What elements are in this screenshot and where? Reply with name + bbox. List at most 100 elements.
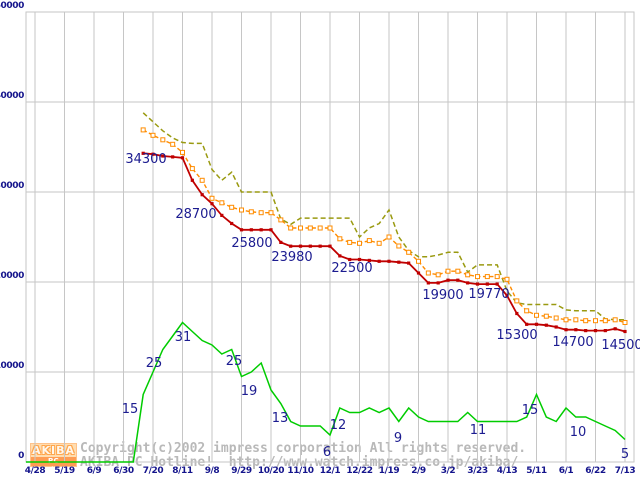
chart-grid: [25, 11, 635, 463]
lowest-price-marker: [623, 329, 627, 334]
average-price-marker: [248, 209, 254, 215]
count-label: 25: [146, 356, 163, 371]
lowest-price-marker: [357, 257, 362, 262]
average-price-marker: [189, 166, 195, 172]
average-price-marker: [288, 225, 294, 231]
price-label: 28700: [175, 207, 216, 222]
price-label: 23980: [271, 250, 312, 265]
x-axis-label: 6/30: [113, 466, 134, 476]
lowest-price-marker: [230, 221, 234, 226]
average-price-marker: [140, 127, 146, 133]
lowest-price-marker: [495, 282, 499, 286]
average-price-marker: [416, 258, 421, 264]
lowest-price-marker: [387, 259, 391, 263]
count-label: 25: [226, 354, 243, 369]
x-axis-label: 3/23: [467, 466, 488, 476]
average-price-marker: [602, 318, 608, 324]
average-price-marker: [435, 272, 441, 278]
lowest-price-marker: [259, 228, 263, 232]
lowest-price-marker: [289, 244, 293, 248]
lowest-price-marker: [141, 151, 145, 155]
lowest-price-marker: [348, 257, 352, 262]
lowest-price-marker: [249, 228, 253, 232]
lowest-price-marker: [613, 327, 617, 331]
average-price-marker: [583, 318, 589, 324]
lowest-price-marker: [466, 281, 470, 285]
average-price-marker: [268, 210, 274, 216]
count-label: 10: [570, 425, 587, 440]
lowest-price-marker: [456, 278, 460, 282]
average-price-marker: [534, 312, 539, 318]
lowest-price-marker: [269, 228, 273, 232]
average-price-marker: [573, 317, 579, 323]
lowest-price-marker: [554, 325, 558, 329]
average-price-marker: [543, 313, 549, 319]
count-label: 5: [621, 447, 629, 462]
average-price-marker: [484, 274, 490, 280]
akiba-logo-title: AKIBA: [31, 444, 76, 457]
lowest-price-marker: [151, 152, 155, 156]
average-price-marker: [445, 268, 451, 274]
x-axis-label: 6/22: [585, 466, 606, 476]
x-axis-label: 7/20: [143, 466, 164, 476]
average-price-marker: [406, 249, 412, 255]
y-axis-label: 20000: [0, 271, 24, 281]
lowest-price-marker: [515, 311, 519, 316]
lowest-price-marker: [239, 228, 244, 232]
average-price-marker: [357, 240, 362, 246]
x-axis-label: 12/1: [320, 466, 341, 476]
x-axis-label: 7/13: [615, 466, 636, 476]
average-price-marker: [229, 204, 235, 210]
lowest-price-marker: [544, 323, 548, 327]
y-axis-label: 10000: [0, 361, 24, 371]
average-price-marker: [524, 308, 530, 314]
copyright-line-1: Copyright(c)2002 impress corporation All…: [80, 441, 527, 456]
average-price-marker: [593, 318, 598, 324]
y-axis-label: 0: [18, 451, 24, 461]
lowest-price-marker: [407, 261, 411, 265]
y-axis-label: 50000: [0, 1, 24, 11]
lowest-price-marker: [485, 282, 489, 286]
lowest-price-marker: [298, 244, 303, 248]
average-price-marker: [258, 210, 264, 216]
x-axis-label: 10/20: [258, 466, 284, 476]
x-axis-label: 9/29: [231, 466, 252, 476]
average-price-marker: [475, 274, 480, 280]
average-price-marker: [199, 177, 205, 183]
average-price-line: [142, 129, 626, 324]
average-price-marker: [504, 276, 510, 282]
count-label: 9: [394, 431, 402, 446]
average-price-marker: [278, 217, 284, 223]
x-axis-label: 12/22: [346, 466, 372, 476]
lowest-price-marker: [328, 244, 332, 248]
lowest-price-marker: [318, 244, 322, 248]
lowest-price-marker: [505, 293, 509, 298]
count-label: 13: [272, 411, 289, 426]
lowest-price-marker: [190, 178, 194, 182]
average-price-marker: [622, 320, 628, 325]
series-layer: [26, 112, 628, 463]
lowest-price-marker: [180, 156, 185, 160]
average-price-marker: [563, 317, 569, 323]
price-label: 19900: [422, 288, 463, 303]
average-price-marker: [553, 315, 559, 321]
average-price-marker: [298, 225, 303, 231]
lowest-price-marker: [210, 202, 214, 206]
lowest-price-marker: [161, 154, 165, 158]
lowest-price-line: [143, 152, 626, 333]
copyright-line-2: AKIBA PC Hotline! http://www.watch.impre…: [80, 455, 519, 470]
lowest-price-marker: [564, 328, 568, 332]
average-price-marker: [494, 274, 500, 280]
price-label: 22500: [331, 261, 372, 276]
lowest-price-marker: [426, 281, 430, 285]
x-axis-label: 4/13: [497, 466, 518, 476]
count-label: 31: [175, 330, 192, 345]
average-price-marker: [180, 149, 185, 155]
x-axis-label: 5/19: [54, 466, 75, 476]
average-price-marker: [366, 238, 372, 244]
lowest-price-marker: [446, 278, 450, 282]
count-label: 6: [323, 445, 331, 460]
x-axis-label: 5/11: [526, 466, 547, 476]
